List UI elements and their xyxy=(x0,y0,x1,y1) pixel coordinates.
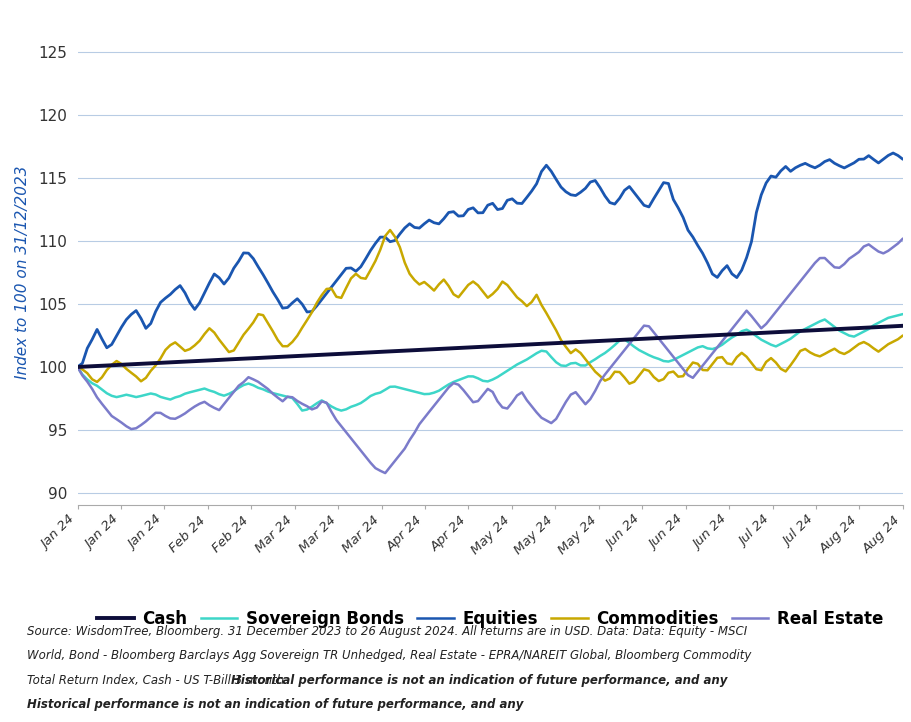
Text: Historical performance is not an indication of future performance, and any: Historical performance is not an indicat… xyxy=(230,674,726,687)
Text: Source: WisdomTree, Bloomberg. 31 December 2023 to 26 August 2024. All returns a: Source: WisdomTree, Bloomberg. 31 Decemb… xyxy=(27,625,747,638)
Text: Total Return Index, Cash - US T-Bill 3 month.: Total Return Index, Cash - US T-Bill 3 m… xyxy=(27,674,292,687)
Text: World, Bond - Bloomberg Barclays Agg Sovereign TR Unhedged, Real Estate - EPRA/N: World, Bond - Bloomberg Barclays Agg Sov… xyxy=(27,649,751,662)
Y-axis label: Index to 100 on 31/12/2023: Index to 100 on 31/12/2023 xyxy=(15,166,30,379)
Text: Historical performance is not an indication of future performance, and any: Historical performance is not an indicat… xyxy=(27,698,523,711)
Legend: Cash, Sovereign Bonds, Equities, Commodities, Real Estate: Cash, Sovereign Bonds, Equities, Commodi… xyxy=(90,603,889,635)
